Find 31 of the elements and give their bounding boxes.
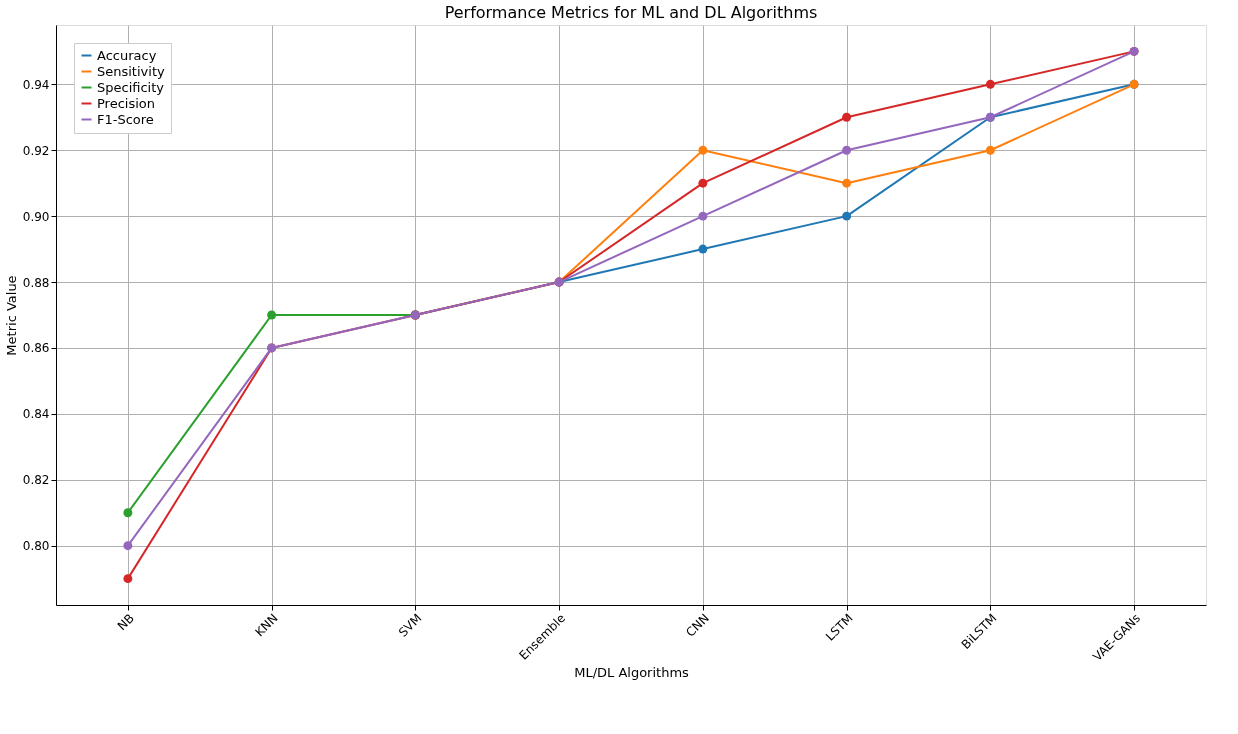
y-tick-label: 0.90 bbox=[22, 209, 50, 224]
legend-label: Accuracy bbox=[97, 47, 157, 63]
y-tick-label: 0.80 bbox=[22, 539, 50, 554]
point bbox=[698, 145, 708, 155]
point bbox=[842, 211, 852, 221]
point bbox=[985, 145, 995, 155]
point bbox=[842, 112, 852, 122]
x-tick-label: NB bbox=[114, 611, 137, 634]
y-tick-label: 0.82 bbox=[22, 473, 50, 488]
legend-label: Specificity bbox=[97, 79, 165, 95]
point bbox=[123, 508, 133, 518]
point bbox=[985, 79, 995, 89]
point bbox=[698, 211, 708, 221]
legend-label: Precision bbox=[97, 95, 156, 111]
x-axis-title: ML/DL Algorithms bbox=[574, 665, 690, 681]
y-tick-label: 0.92 bbox=[22, 143, 50, 158]
legend-label: F1-Score bbox=[97, 111, 154, 127]
y-tick-label: 0.94 bbox=[22, 77, 50, 92]
y-tick-label: 0.84 bbox=[22, 407, 50, 422]
point bbox=[842, 145, 852, 155]
y-tick-label: 0.86 bbox=[22, 341, 50, 356]
point bbox=[698, 178, 708, 188]
y-tick-label: 0.88 bbox=[22, 275, 50, 290]
point bbox=[698, 244, 708, 254]
point bbox=[267, 310, 277, 320]
y-axis-title: Metric Value bbox=[3, 275, 19, 356]
point bbox=[842, 178, 852, 188]
chart-title: Performance Metrics for ML and DL Algorithms bbox=[444, 3, 818, 22]
point bbox=[123, 541, 133, 551]
legend-label: Sensitivity bbox=[97, 63, 165, 79]
point bbox=[123, 574, 133, 584]
